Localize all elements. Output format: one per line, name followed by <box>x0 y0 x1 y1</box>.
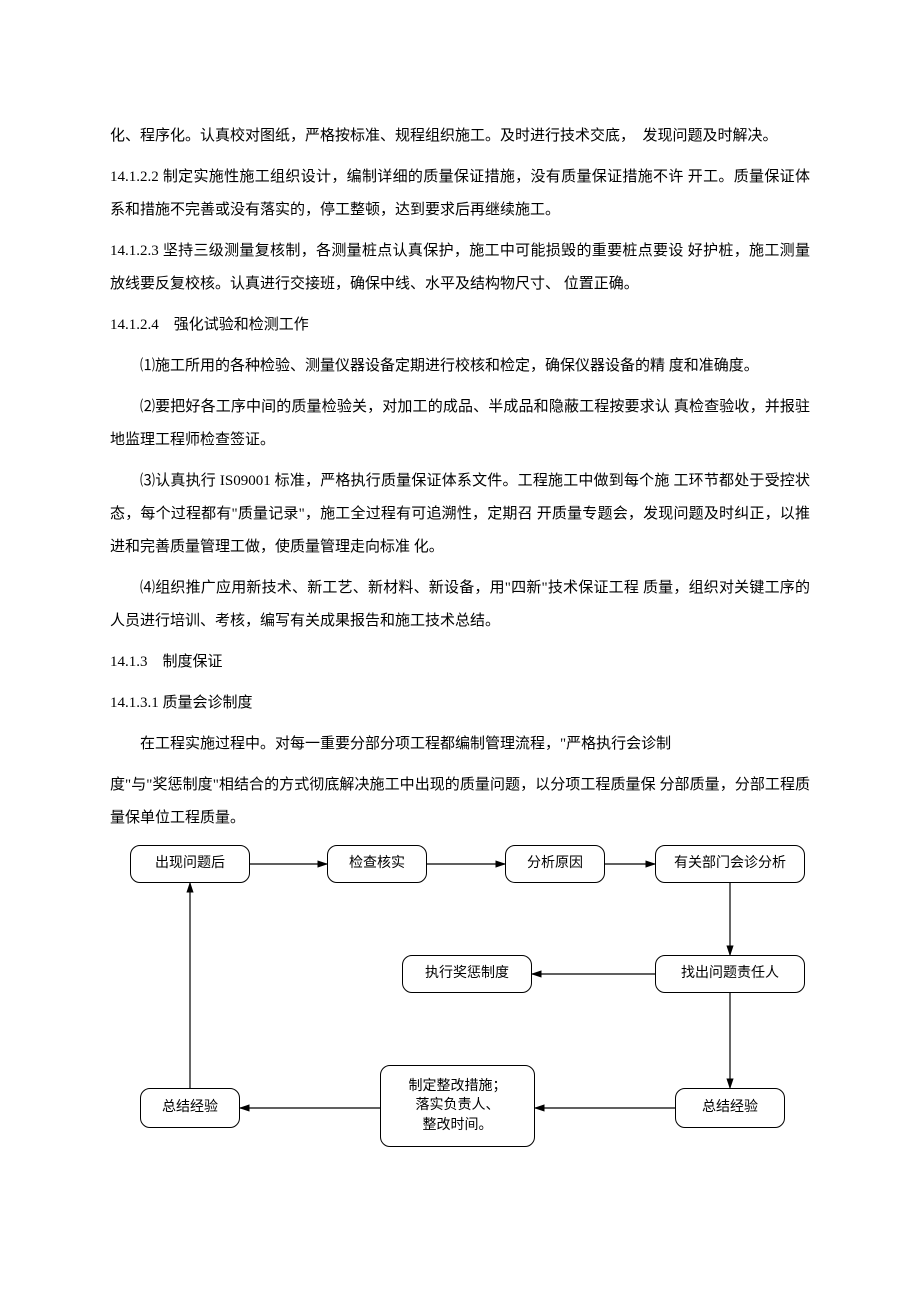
flowchart-node-n3: 分析原因 <box>505 845 605 883</box>
heading-14-1-2-4: 14.1.2.4 强化试验和检测工作 <box>110 309 810 342</box>
flowchart-node-n1: 出现问题后 <box>130 845 250 883</box>
paragraph-intro-cont: 度"与"奖惩制度"相结合的方式彻底解决施工中出现的质量问题，以分项工程质量保 分… <box>110 769 810 835</box>
heading-14-1-2-2: 14.1.2.2 制定实施性施工组织设计，编制详细的质量保证措施，没有质量保证措… <box>110 161 810 227</box>
paragraph-item-3: ⑶认真执行 IS09001 标准，严格执行质量保证体系文件。工程施工中做到每个施… <box>110 465 810 564</box>
heading-14-1-3-1: 14.1.3.1 质量会诊制度 <box>110 687 810 720</box>
paragraph-item-4: ⑷组织推广应用新技术、新工艺、新材料、新设备，用"四新"技术保证工程 质量，组织… <box>110 572 810 638</box>
flowchart-node-n8: 制定整改措施； 落实负责人、 整改时间。 <box>380 1065 535 1147</box>
flowchart-node-n9: 总结经验 <box>140 1088 240 1128</box>
flowchart-node-n5: 找出问题责任人 <box>655 955 805 993</box>
heading-14-1-2-3: 14.1.2.3 坚持三级测量复核制，各测量桩点认真保护，施工中可能损毁的重要桩… <box>110 235 810 301</box>
paragraph-item-1: ⑴施工所用的各种检验、测量仪器设备定期进行校核和检定，确保仪器设备的精 度和准确… <box>110 350 810 383</box>
flowchart-node-n7: 总结经验 <box>675 1088 785 1128</box>
paragraph-1: 化、程序化。认真校对图纸，严格按标准、规程组织施工。及时进行技术交底， 发现问题… <box>110 120 810 153</box>
heading-14-1-3: 14.1.3 制度保证 <box>110 646 810 679</box>
flowchart-node-n4: 有关部门会诊分析 <box>655 845 805 883</box>
paragraph-intro: 在工程实施过程中。对每一重要分部分项工程都编制管理流程，"严格执行会诊制 <box>110 728 810 761</box>
flowchart-node-n2: 检查核实 <box>327 845 427 883</box>
quality-diagnosis-flowchart: 出现问题后 检查核实 分析原因 有关部门会诊分析找出问题责任人 执行奖惩制度总结经验 制定… <box>110 845 810 1175</box>
flowchart-node-n6: 执行奖惩制度 <box>402 955 532 993</box>
paragraph-item-2: ⑵要把好各工序中间的质量检验关，对加工的成品、半成品和隐蔽工程按要求认 真检查验… <box>110 391 810 457</box>
